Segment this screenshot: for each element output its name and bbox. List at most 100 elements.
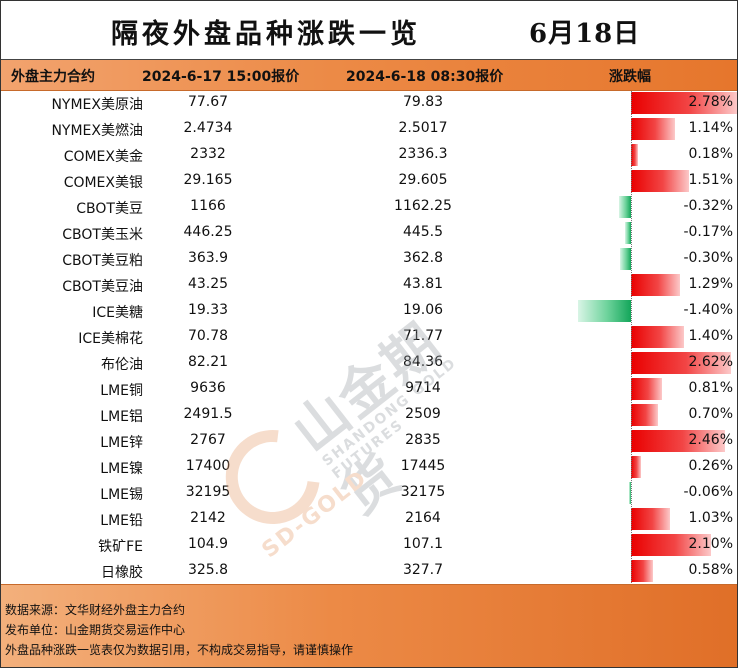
contract-name: CBOT美豆 [76,201,143,217]
change-pct: 2.46% [688,432,733,448]
change-pct: -0.17% [683,224,733,240]
prev-price: 70.78 [187,328,229,344]
header-name: 外盘主力合约 [11,69,95,85]
current-price: 79.83 [402,94,444,110]
change-bar [631,170,689,192]
current-price: 32175 [400,484,446,500]
prev-price: 446.25 [183,224,233,240]
table-row: CBOT美豆 1166 1162.25 -0.32% [1,194,737,220]
change-pct: 1.03% [688,510,733,526]
table-row: 布伦油 82.21 84.36 2.62% [1,350,737,376]
table-header: 外盘主力合约 2024-6-17 15:00报价 2024-6-18 08:30… [1,60,737,91]
contract-name: CBOT美豆油 [62,279,143,295]
current-price: 327.7 [402,562,444,578]
table-row: ICE美糖 19.33 19.06 -1.40% [1,298,737,324]
current-price: 9714 [405,380,441,396]
change-pct: 0.26% [688,458,733,474]
table-row: LME锌 2767 2835 2.46% [1,428,737,454]
prev-price: 2.4734 [183,120,233,136]
change-pct: 2.78% [688,94,733,110]
current-price: 445.5 [402,224,444,240]
change-bar [631,378,662,400]
prev-price: 19.33 [187,302,229,318]
current-price: 43.81 [402,276,444,292]
change-pct: 1.14% [688,120,733,136]
current-price: 2835 [405,432,441,448]
title-bar: 隔夜外盘品种涨跌一览 6月18日 [1,1,737,60]
header-change: 涨跌幅 [609,69,651,85]
change-pct: -0.06% [683,484,733,500]
footer: 数据来源：文华财经外盘主力合约 发布单位：山金期货交易运作中心 外盘品种涨跌一览… [1,584,737,667]
table-row: CBOT美豆粕 363.9 362.8 -0.30% [1,246,737,272]
current-price: 107.1 [402,536,444,552]
current-price: 1162.25 [394,198,452,214]
table-row: COMEX美银 29.165 29.605 1.51% [1,168,737,194]
prev-price: 2332 [190,146,226,162]
change-pct: 0.81% [688,380,733,396]
change-bar [631,326,685,348]
contract-name: NYMEX美燃油 [51,123,143,139]
change-pct: 0.70% [688,406,733,422]
table-row: CBOT美豆油 43.25 43.81 1.29% [1,272,737,298]
table-row: NYMEX美原油 77.67 79.83 2.78% [1,90,737,116]
change-bar [631,508,671,530]
prev-price: 2142 [190,510,226,526]
table-row: LME铅 2142 2164 1.03% [1,506,737,532]
table-row: LME铝 2491.5 2509 0.70% [1,402,737,428]
change-pct: 2.62% [688,354,733,370]
change-bar [624,222,631,244]
change-pct: 0.58% [688,562,733,578]
prev-price: 32195 [185,484,231,500]
footer-publisher: 发布单位：山金期货交易运作中心 [5,623,186,637]
current-price: 2164 [405,510,441,526]
current-price: 2.5017 [398,120,448,136]
change-pct: -1.40% [683,302,733,318]
change-bar [619,248,631,270]
contract-name: CBOT美玉米 [62,227,143,243]
prev-price: 1166 [190,198,226,214]
change-bar [631,274,681,296]
change-pct: 1.40% [688,328,733,344]
current-price: 29.605 [398,172,448,188]
header-prev: 2024-6-17 15:00报价 [142,69,300,85]
change-pct: 2.10% [688,536,733,552]
change-bar [631,404,658,426]
footer-source: 数据来源：文华财经外盘主力合约 [5,603,186,617]
change-pct: 1.51% [688,172,733,188]
change-bar [631,118,675,140]
table-row: 日橡胶 325.8 327.7 0.58% [1,558,737,584]
current-price: 17445 [400,458,446,474]
change-bar [631,534,712,556]
contract-name: LME锌 [100,435,143,451]
contract-name: LME铝 [100,409,143,425]
prev-price: 325.8 [187,562,229,578]
change-bar [577,300,631,322]
report-date: 6月18日 [529,19,641,49]
contract-name: ICE美棉花 [78,331,143,347]
prev-price: 43.25 [187,276,229,292]
current-price: 362.8 [402,250,444,266]
prev-price: 2491.5 [183,406,233,422]
contract-name: ICE美糖 [92,305,143,321]
contract-name: LME铜 [100,383,143,399]
change-bar [631,560,654,582]
contract-name: 铁矿FE [98,539,143,555]
table-row: ICE美棉花 70.78 71.77 1.40% [1,324,737,350]
change-bar [631,144,638,166]
prev-price: 29.165 [183,172,233,188]
change-bar [631,352,732,374]
change-bar [631,430,725,452]
table-row: LME铜 9636 9714 0.81% [1,376,737,402]
page-title: 隔夜外盘品种涨跌一览 [111,19,421,50]
contract-name: 日橡胶 [101,565,143,581]
change-pct: -0.32% [683,198,733,214]
table-row: NYMEX美燃油 2.4734 2.5017 1.14% [1,116,737,142]
prev-price: 9636 [190,380,226,396]
contract-name: COMEX美金 [63,149,143,165]
change-pct: -0.30% [683,250,733,266]
change-bar [628,482,631,504]
change-pct: 0.18% [688,146,733,162]
current-price: 2336.3 [398,146,448,162]
current-price: 84.36 [402,354,444,370]
